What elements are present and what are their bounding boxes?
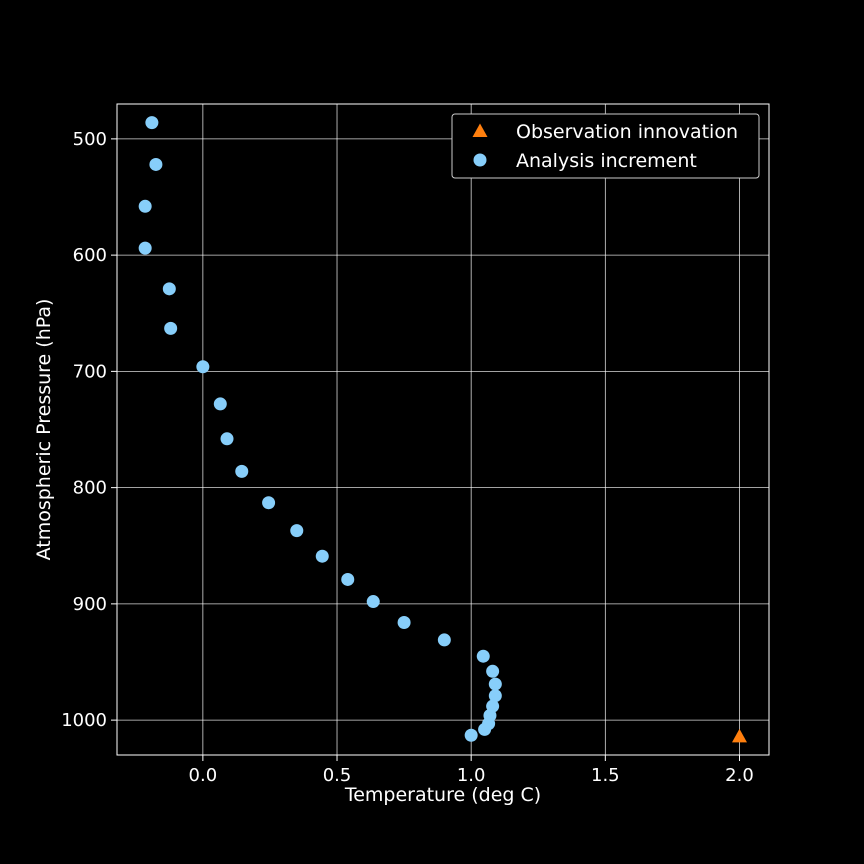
y-tick-label: 700 xyxy=(73,361,107,382)
y-tick-label: 1000 xyxy=(61,710,107,731)
x-tick-label: 1.5 xyxy=(591,765,620,786)
plot-frame xyxy=(116,103,770,756)
x-tick-label: 1.0 xyxy=(457,765,486,786)
x-tick-label: 0.0 xyxy=(189,765,218,786)
analysis-point xyxy=(478,722,492,736)
legend: Observation innovation Analysis increment xyxy=(451,113,760,179)
grid xyxy=(117,104,769,755)
analysis-point xyxy=(162,282,176,296)
y-tick-label: 600 xyxy=(73,245,107,266)
analysis-point xyxy=(235,464,249,478)
analysis-point xyxy=(341,572,355,586)
analysis-point xyxy=(262,496,276,510)
y-axis-title: Atmospheric Pressure (hPa) xyxy=(33,299,55,561)
analysis-point xyxy=(138,199,152,213)
y-tick-label: 800 xyxy=(73,478,107,499)
axis-ticks: 0.0 0.5 1.0 1.5 2.0 500 600 700 800 900 1000 xyxy=(61,129,754,786)
analysis-point xyxy=(145,116,159,130)
analysis-point xyxy=(464,728,478,742)
analysis-point xyxy=(220,432,234,446)
analysis-point xyxy=(437,633,451,647)
analysis-point xyxy=(486,664,500,678)
observation-point xyxy=(731,728,747,743)
x-axis-title: Temperature (deg C) xyxy=(344,784,541,806)
y-tick-label: 900 xyxy=(73,594,107,615)
analysis-point xyxy=(488,677,502,691)
analysis-point xyxy=(366,595,380,609)
y-tick-label: 500 xyxy=(73,129,107,150)
legend-label: Observation innovation xyxy=(516,121,738,143)
analysis-point xyxy=(213,397,227,411)
analysis-point xyxy=(476,649,490,663)
analysis-point xyxy=(488,689,502,703)
legend-marker-analysis xyxy=(473,153,487,167)
legend-marker-observation xyxy=(472,123,488,137)
analysis-point xyxy=(290,524,304,538)
analysis-point xyxy=(164,321,178,335)
analysis-point xyxy=(138,241,152,255)
legend-box xyxy=(451,113,760,179)
x-tick-label: 2.0 xyxy=(725,765,754,786)
analysis-point xyxy=(397,615,411,629)
x-tick-label: 0.5 xyxy=(323,765,352,786)
analysis-point xyxy=(315,549,329,563)
analysis-point xyxy=(196,360,210,374)
legend-label: Analysis increment xyxy=(516,150,697,172)
plot-points xyxy=(138,116,747,743)
analysis-point xyxy=(149,157,163,171)
